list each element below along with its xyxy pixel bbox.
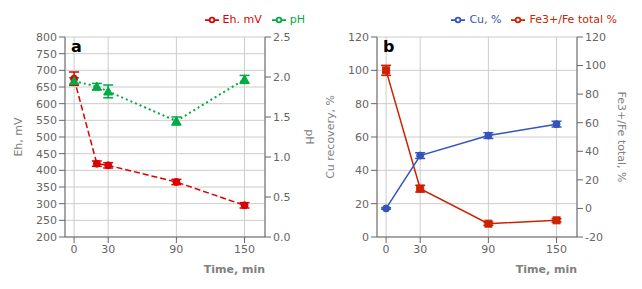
svg-text:90: 90 — [169, 243, 183, 256]
svg-text:40: 40 — [355, 164, 369, 177]
svg-text:550: 550 — [36, 114, 57, 127]
svg-text:500: 500 — [36, 131, 57, 144]
svg-text:2.0: 2.0 — [273, 71, 291, 84]
html-text:b: b — [383, 37, 395, 56]
svg-text:30: 30 — [413, 243, 427, 256]
svg-text:200: 200 — [36, 231, 57, 244]
html-text:Eh. mV: Eh. mV — [222, 13, 262, 26]
svg-text:0.5: 0.5 — [273, 191, 291, 204]
svg-text:0: 0 — [383, 243, 390, 256]
svg-text:Fe3+/Fe total, %: Fe3+/Fe total, % — [615, 91, 628, 182]
svg-text:600: 600 — [36, 98, 57, 111]
svg-text:120: 120 — [585, 31, 606, 44]
svg-text:30: 30 — [101, 243, 115, 256]
svg-text:60: 60 — [585, 117, 599, 130]
svg-text:120: 120 — [348, 31, 369, 44]
svg-text:400: 400 — [36, 164, 57, 177]
html-text:Fe3+/Fe total %: Fe3+/Fe total % — [529, 13, 617, 26]
svg-text:250: 250 — [36, 214, 57, 227]
svg-text:1.5: 1.5 — [273, 111, 291, 124]
svg-text:700: 700 — [36, 64, 57, 77]
svg-text:1.0: 1.0 — [273, 151, 291, 164]
svg-text:60: 60 — [355, 131, 369, 144]
svg-text:650: 650 — [36, 81, 57, 94]
svg-text:Time, min: Time, min — [516, 263, 577, 276]
svg-text:0.0: 0.0 — [273, 231, 291, 244]
svg-text:80: 80 — [585, 88, 599, 101]
svg-text:0: 0 — [71, 243, 78, 256]
svg-text:0: 0 — [585, 202, 592, 215]
svg-text:-20: -20 — [585, 231, 603, 244]
svg-text:800: 800 — [36, 31, 57, 44]
svg-text:40: 40 — [585, 145, 599, 158]
svg-text:Time, min: Time, min — [204, 263, 265, 276]
html-text:pH: pH — [289, 13, 305, 26]
svg-text:150: 150 — [234, 243, 255, 256]
svg-text:750: 750 — [36, 48, 57, 61]
svg-text:100: 100 — [585, 59, 606, 72]
svg-text:20: 20 — [585, 174, 599, 187]
svg-text:450: 450 — [36, 148, 57, 161]
svg-text:Eh, mV: Eh, mV — [12, 117, 25, 157]
svg-text:350: 350 — [36, 181, 57, 194]
svg-text:20: 20 — [355, 198, 369, 211]
svg-text:80: 80 — [355, 98, 369, 111]
svg-text:Cu recovery, %: Cu recovery, % — [324, 95, 337, 179]
html-text:Cu, %: Cu, % — [469, 13, 502, 26]
svg-text:100: 100 — [348, 64, 369, 77]
svg-text:150: 150 — [546, 243, 567, 256]
svg-text:90: 90 — [481, 243, 495, 256]
html-text:a: a — [71, 37, 82, 56]
svg-text:2.5: 2.5 — [273, 31, 291, 44]
svg-text:300: 300 — [36, 198, 57, 211]
svg-text:pH: pH — [303, 129, 316, 144]
svg-text:0: 0 — [362, 231, 369, 244]
